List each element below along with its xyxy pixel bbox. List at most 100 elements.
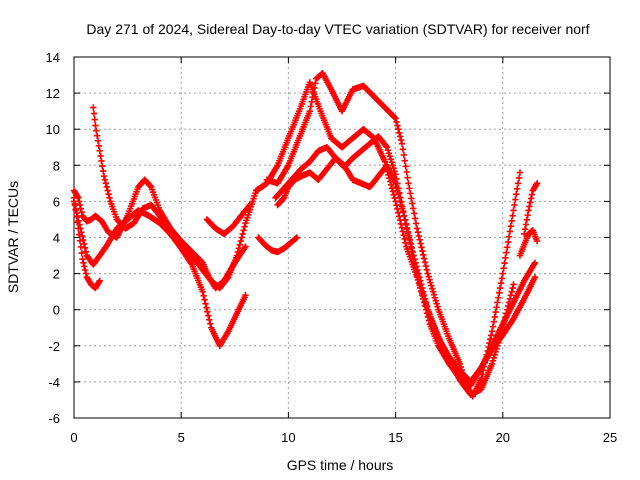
data-point-plus [416,236,423,243]
data-point-plus [395,126,402,133]
data-point-plus [408,244,415,252]
data-point-plus [419,284,426,292]
data-point-plus [90,110,98,117]
data-point-plus [514,180,522,187]
x-tick-label: 15 [388,430,402,445]
data-point-plus [98,157,105,165]
data-point-plus [396,194,403,201]
data-point-plus [402,163,409,170]
data-point-plus [503,249,510,256]
data-point-plus [510,281,517,288]
data-point-plus [404,228,412,236]
data-point-plus [96,277,103,285]
y-tick-label: 14 [46,50,60,65]
series-track-3 [70,194,103,292]
data-point-plus [420,251,427,258]
data-point-plus [403,168,410,176]
data-point-plus [390,165,397,172]
data-point-plus [82,248,90,255]
data-point-plus [501,259,508,267]
x-tick-label: 0 [70,430,77,445]
data-point-plus [415,270,422,277]
data-point-plus [202,300,209,307]
data-point-plus [420,255,428,262]
data-point-plus [73,213,80,220]
data-point-plus [398,140,406,147]
data-point-plus [430,291,438,298]
y-tick-label: 10 [46,122,60,137]
data-point-plus [531,274,539,281]
data-point-plus [106,194,113,201]
data-point-plus [533,180,541,187]
data-point-plus [414,229,422,236]
data-point-plus [396,129,403,137]
data-point-plus [233,252,241,259]
data-point-plus [400,209,407,216]
data-point-plus [404,174,411,181]
data-point-plus [95,142,103,150]
data-point-plus [311,84,318,92]
data-point-plus [405,232,413,240]
chart-title: Day 271 of 2024, Sidereal Day-to-day VTE… [86,21,589,37]
data-point-plus [242,243,249,250]
data-point-plus [395,190,402,198]
data-point-plus [487,332,495,339]
data-point-plus [515,174,523,182]
data-point-plus [434,303,441,310]
data-point-plus [92,122,99,129]
data-point-plus [523,216,531,224]
data-point-plus [409,248,416,256]
data-point-plus [494,299,501,306]
data-point-plus [393,183,400,191]
data-point-plus [387,156,395,163]
data-point-plus [293,234,301,241]
data-point-plus [386,153,394,160]
data-point-plus [397,136,405,144]
data-point-plus [81,266,89,274]
data-point-plus [416,274,423,281]
y-tick-label: -2 [48,339,60,354]
data-point-plus [401,216,409,224]
data-point-plus [497,280,505,287]
data-point-plus [90,104,97,111]
data-point-plus [521,225,529,233]
series-track-8 [255,234,301,256]
data-point-plus [527,195,535,202]
data-point-plus [399,205,406,212]
data-point-plus [81,244,89,252]
y-tick-label: 0 [53,303,60,318]
data-point-plus [388,159,395,166]
data-point-plus [422,262,430,270]
data-point-plus [78,249,85,257]
data-point-plus [506,295,514,303]
y-tick-label: 2 [53,267,60,282]
data-point-plus [412,220,420,227]
data-point-plus [419,247,426,255]
data-point-plus [81,263,88,270]
data-point-plus [423,266,431,274]
data-point-plus [234,248,242,256]
y-tick-label: -4 [48,375,60,390]
data-point-plus [93,132,101,139]
data-point-plus [103,183,110,191]
data-point-plus [513,190,520,198]
data-point-plus [420,288,427,295]
x-tick-label: 10 [281,430,295,445]
data-point-plus [509,284,516,292]
data-point-plus [400,151,408,159]
data-point-plus [147,182,154,190]
data-point-plus [203,304,210,311]
data-point-plus [504,244,511,251]
data-point-plus [417,240,424,247]
data-point-plus [400,212,408,220]
data-point-plus [392,180,399,187]
data-point-plus [237,237,244,245]
data-point-plus [385,150,393,157]
data-point-plus [398,201,405,209]
data-point-plus [507,223,515,230]
data-point-plus [236,241,244,248]
y-tick-label: 8 [53,158,60,173]
data-point-plus [511,201,518,209]
